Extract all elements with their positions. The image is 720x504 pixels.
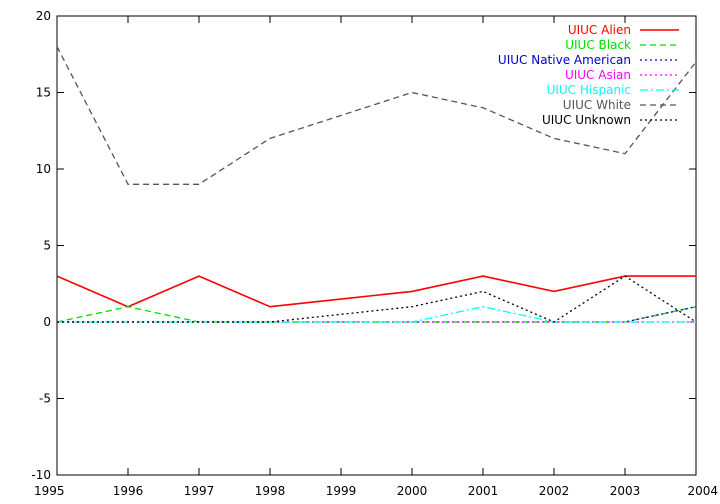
y-tick-label: -5	[39, 392, 51, 406]
series-line-5	[57, 306, 696, 323]
legend-label: UIUC Alien	[568, 23, 631, 37]
legend-label: UIUC Unknown	[542, 113, 631, 127]
x-tick-label: 1995	[34, 484, 65, 498]
x-tick-label: 1996	[113, 484, 144, 498]
series-line-2	[56, 306, 697, 323]
series-line-7	[57, 275, 697, 323]
legend-label: UIUC Native American	[498, 53, 631, 67]
y-tick-label: -10	[31, 468, 51, 482]
x-tick-label: 2000	[397, 484, 428, 498]
x-tick-label: 2001	[468, 484, 499, 498]
series-line-1	[56, 275, 696, 308]
legend-label: UIUC Hispanic	[547, 83, 631, 97]
legend-label: UIUC Asian	[565, 68, 631, 82]
x-axis: 1995 1996 1997 1998 1999 2000 2001 2002 2003 2004	[34, 16, 718, 498]
y-axis: -10 -5 0 5 10 15 20	[31, 9, 696, 482]
y-tick-label: 10	[36, 162, 51, 176]
x-tick-label: 2002	[539, 484, 570, 498]
y-tick-label: 20	[36, 9, 51, 23]
x-tick-label: 1998	[255, 484, 286, 498]
series-line-6	[56, 46, 697, 185]
legend-label: UIUC Black	[565, 38, 631, 52]
series-lines	[56, 46, 697, 323]
x-tick-label: 2003	[610, 484, 641, 498]
x-tick-label: 1999	[326, 484, 357, 498]
y-tick-label: 15	[36, 86, 51, 100]
series-line-3	[57, 306, 697, 323]
y-tick-label: 0	[43, 315, 51, 329]
x-tick-label: 2004	[687, 484, 718, 498]
legend-label: UIUC White	[563, 98, 631, 112]
x-tick-label: 1997	[184, 484, 215, 498]
y-tick-label: 5	[43, 239, 51, 253]
